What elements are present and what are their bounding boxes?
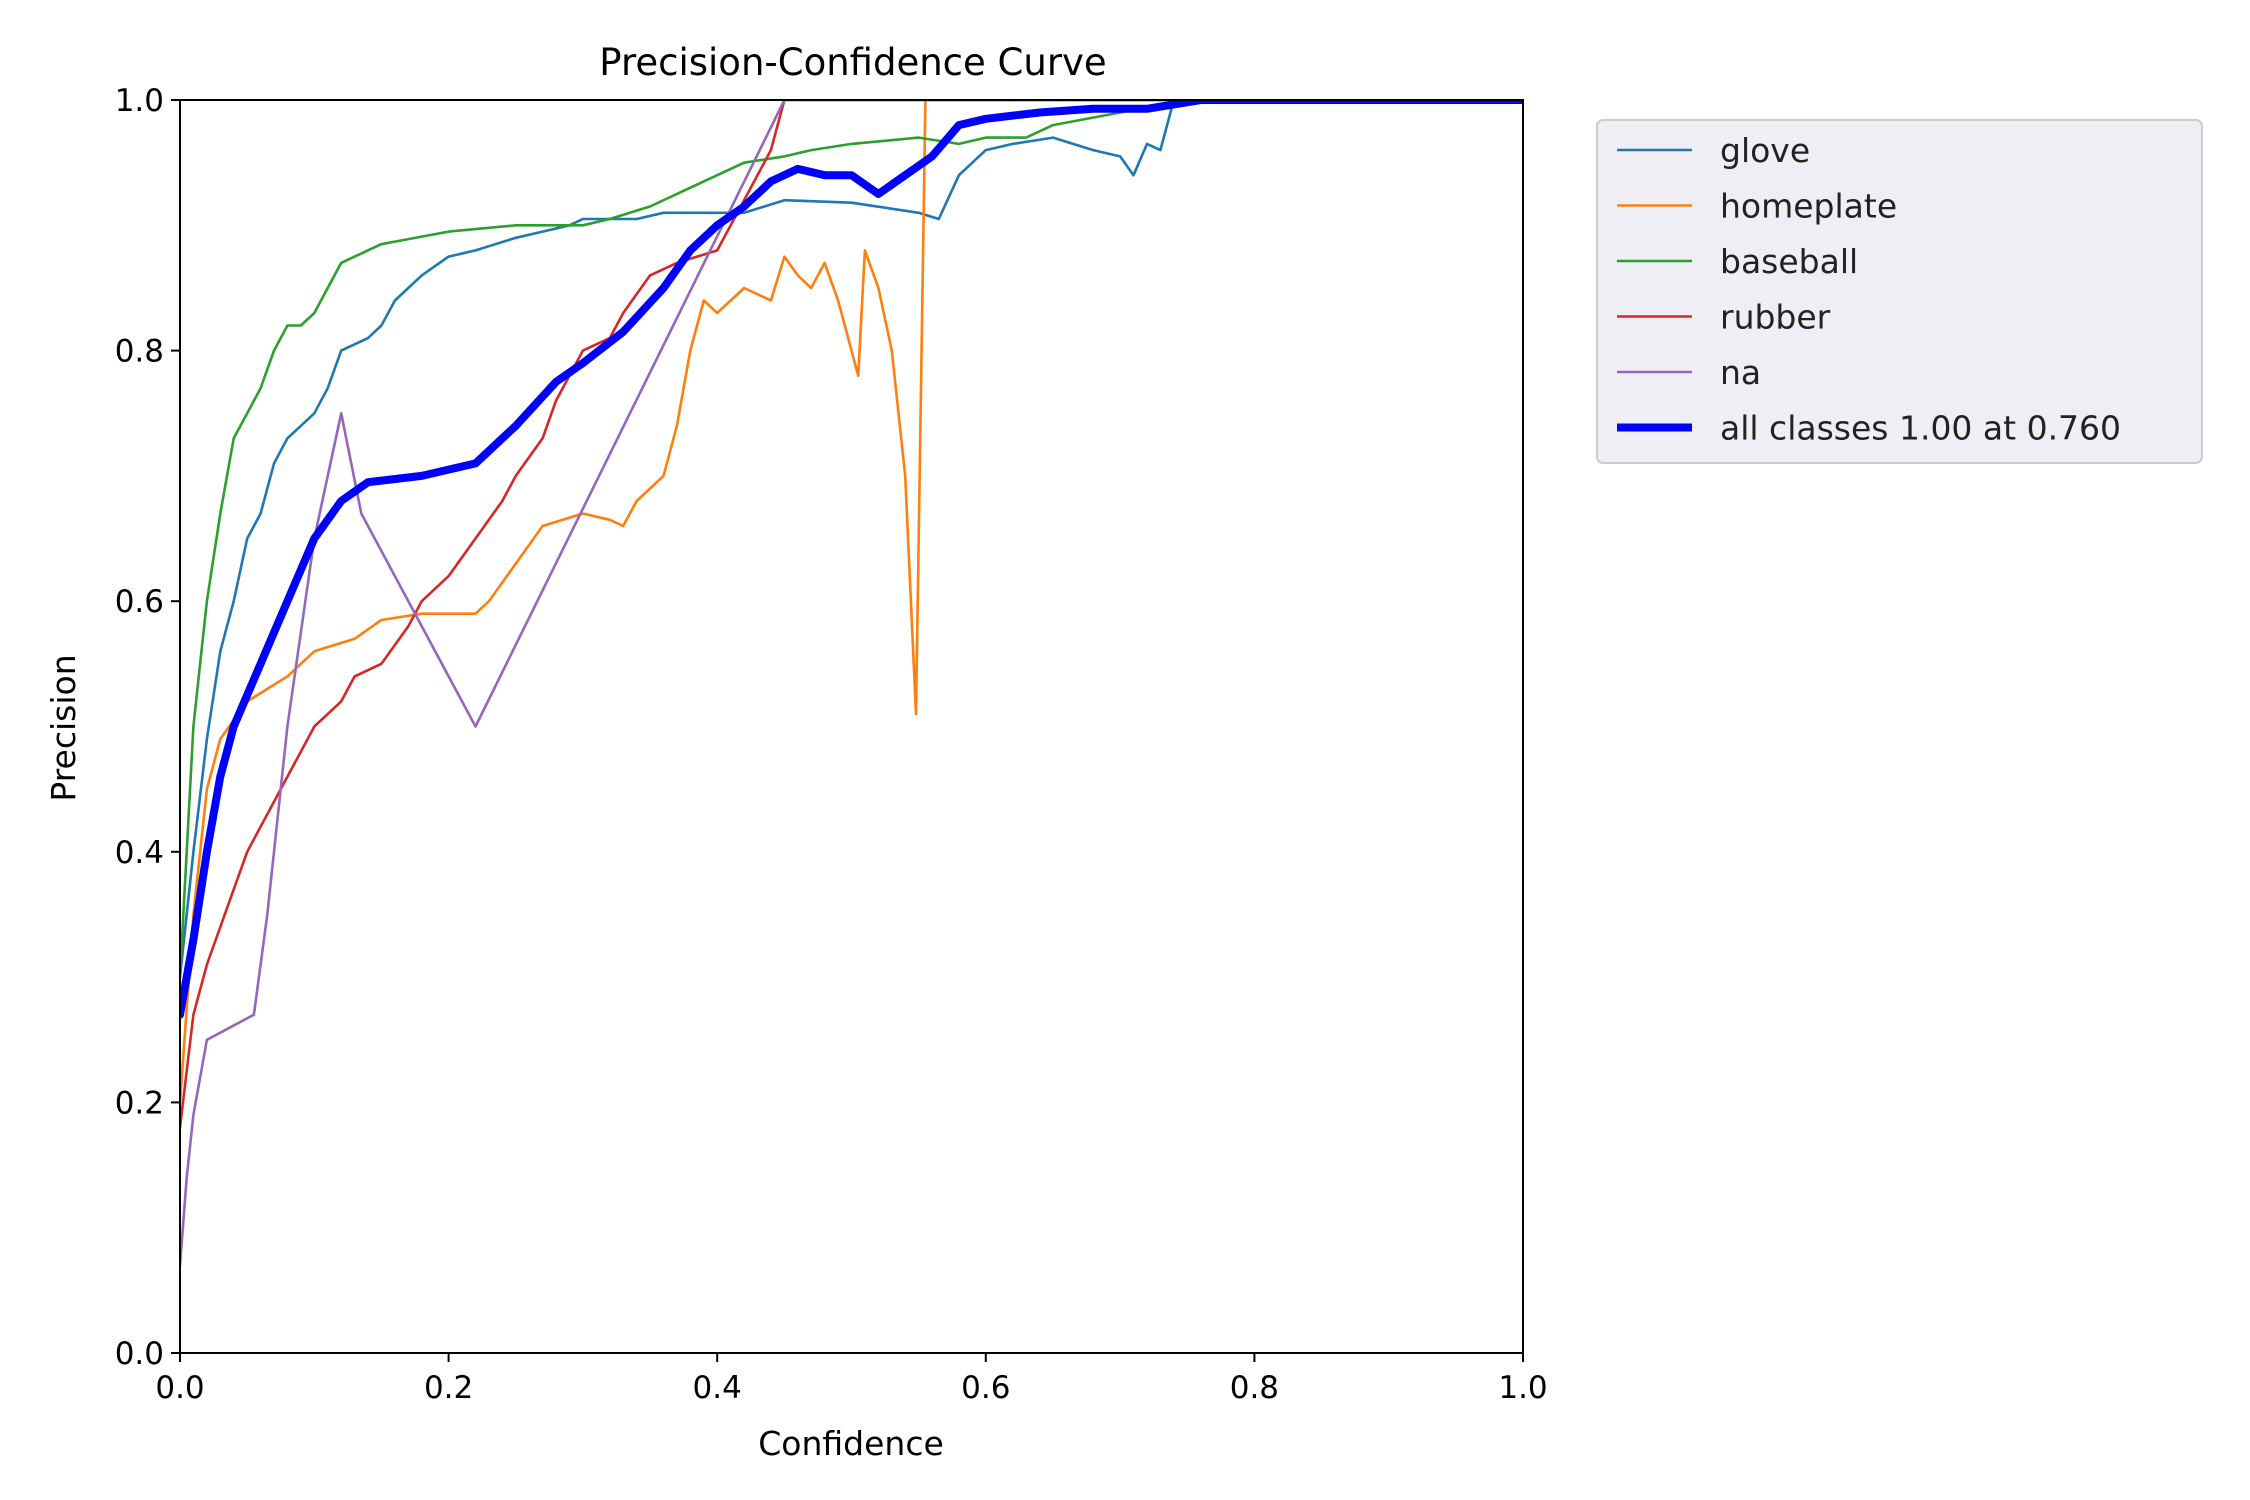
axes-frame: [179, 99, 1524, 1354]
y-axis-title: Precision: [44, 654, 83, 801]
series-line-all: [180, 100, 1523, 1019]
legend-label: glove: [1720, 131, 1810, 170]
series-line-rubber: [180, 100, 1523, 1129]
series-line-homeplate: [180, 100, 1523, 1104]
x-tick-label: 1.0: [1498, 1370, 1547, 1406]
plot-area: [180, 100, 1523, 1267]
y-tick-label: 0.2: [115, 1085, 164, 1121]
legend: glove homeplate baseball rubber na all classe…: [1596, 119, 2203, 464]
legend-label: rubber: [1720, 298, 1831, 337]
legend-label: all classes 1.00 at 0.760: [1720, 409, 2121, 448]
x-tick-label: 0.0: [155, 1370, 204, 1406]
y-tick-label: 0.8: [115, 334, 164, 370]
series-line-na: [180, 100, 1523, 1267]
y-axis: 0.0 0.2 0.4 0.6 0.8 1.0: [115, 83, 180, 1372]
x-tick-label: 0.8: [1230, 1370, 1279, 1406]
legend-label: na: [1720, 353, 1761, 392]
series-line-glove: [180, 100, 1523, 979]
legend-label: homeplate: [1720, 187, 1897, 226]
chart-title: Precision-Confidence Curve: [599, 41, 1106, 84]
x-tick-label: 0.2: [424, 1370, 473, 1406]
y-tick-label: 0.4: [115, 835, 164, 871]
legend-box: [1596, 119, 2203, 464]
y-tick-label: 0.6: [115, 584, 164, 620]
x-axis: 0.0 0.2 0.4 0.6 0.8 1.0: [155, 1353, 1548, 1406]
y-tick-label: 1.0: [115, 83, 164, 119]
y-tick-label: 0.0: [115, 1336, 164, 1372]
x-tick-label: 0.6: [961, 1370, 1010, 1406]
x-tick-label: 0.4: [693, 1370, 742, 1406]
series-line-baseball: [180, 100, 1523, 979]
legend-label: baseball: [1720, 242, 1858, 281]
x-axis-title: Confidence: [758, 1424, 944, 1463]
